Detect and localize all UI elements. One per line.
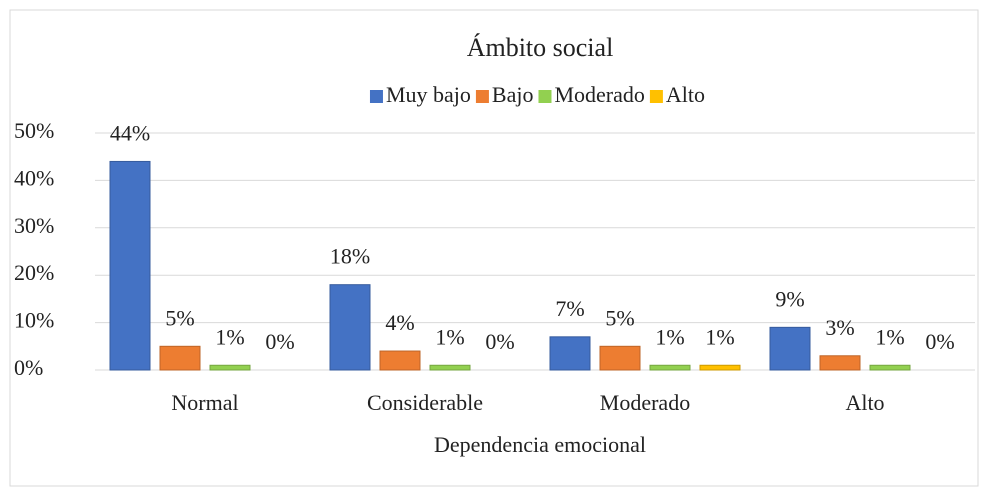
data-label: 1% <box>215 324 244 349</box>
data-label: 9% <box>775 286 804 311</box>
data-label: 1% <box>435 324 464 349</box>
legend-label: Moderado <box>554 82 644 107</box>
data-label: 18% <box>330 244 370 269</box>
bar <box>699 364 741 371</box>
bar <box>599 345 641 371</box>
data-label: 44% <box>110 120 150 145</box>
y-tick-label: 50% <box>14 118 54 143</box>
bar <box>819 355 861 371</box>
bar <box>159 345 201 371</box>
bar <box>109 160 151 371</box>
data-label: 0% <box>485 329 514 354</box>
bar <box>429 364 471 371</box>
bar <box>869 364 911 371</box>
bar <box>209 364 251 371</box>
y-tick-label: 10% <box>14 308 54 333</box>
bar <box>549 336 591 371</box>
x-tick-label: Considerable <box>367 390 483 415</box>
legend-label: Muy bajo <box>386 82 471 107</box>
legend-label: Alto <box>666 82 705 107</box>
x-tick-label: Moderado <box>600 390 690 415</box>
data-label: 1% <box>655 324 684 349</box>
x-tick-label: Normal <box>171 390 238 415</box>
legend-swatch <box>369 90 383 103</box>
data-label: 3% <box>825 315 854 340</box>
data-label: 0% <box>925 329 954 354</box>
data-label: 5% <box>605 305 634 330</box>
chart-title: Ámbito social <box>467 33 614 62</box>
bar <box>769 326 811 371</box>
data-label: 4% <box>385 310 414 335</box>
x-tick-label: Alto <box>845 390 884 415</box>
data-label: 0% <box>265 329 294 354</box>
legend-swatch <box>475 90 489 103</box>
x-axis-title: Dependencia emocional <box>434 432 646 457</box>
y-tick-label: 20% <box>14 260 54 285</box>
data-label: 1% <box>705 324 734 349</box>
bar <box>379 350 421 371</box>
y-tick-label: 0% <box>14 355 43 380</box>
bar <box>649 364 691 371</box>
data-label: 1% <box>875 324 904 349</box>
bar <box>329 284 371 371</box>
legend-label: Bajo <box>492 82 534 107</box>
y-tick-label: 30% <box>14 213 54 238</box>
legend-swatch <box>538 90 552 103</box>
data-label: 7% <box>555 296 584 321</box>
data-label: 5% <box>165 305 194 330</box>
chart-border <box>9 9 979 487</box>
y-tick-label: 40% <box>14 165 54 190</box>
legend-swatch <box>649 90 663 103</box>
